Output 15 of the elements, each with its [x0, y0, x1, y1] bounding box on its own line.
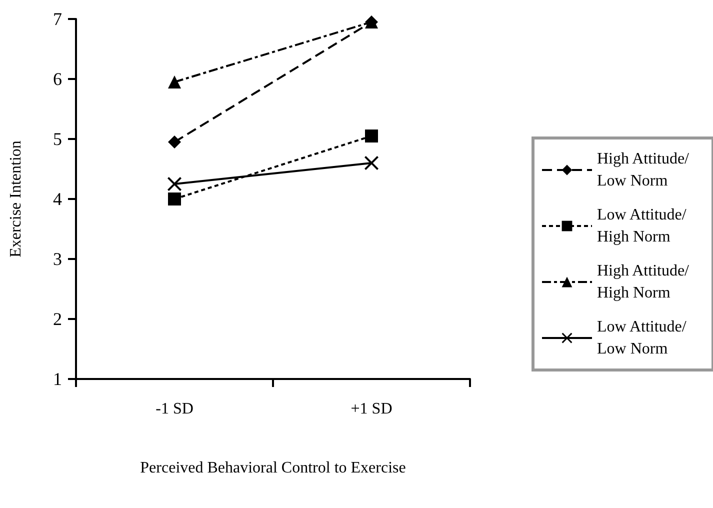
y-tick-label: 3 — [53, 249, 62, 269]
y-axis-title: Exercise Intention — [8, 140, 24, 258]
legend-label: High Attitude/ Low Norm — [597, 150, 693, 190]
y-tick-label: 5 — [53, 129, 62, 149]
legend-label: Low Attitude/ High Norm — [597, 206, 690, 246]
legend-label: High Attitude/ High Norm — [597, 262, 693, 302]
x-tick-label: -1 SD — [156, 400, 194, 418]
y-tick-label: 4 — [53, 189, 62, 209]
x-tick-label: +1 SD — [350, 400, 392, 418]
y-tick-label: 6 — [53, 69, 62, 89]
y-tick-label: 2 — [53, 309, 62, 329]
y-tick-label: 7 — [53, 9, 62, 29]
legend-label: Low Attitude/ Low Norm — [597, 318, 690, 358]
x-axis-title: Perceived Behavioral Control to Exercise — [140, 460, 406, 476]
y-tick-label: 1 — [53, 369, 62, 389]
